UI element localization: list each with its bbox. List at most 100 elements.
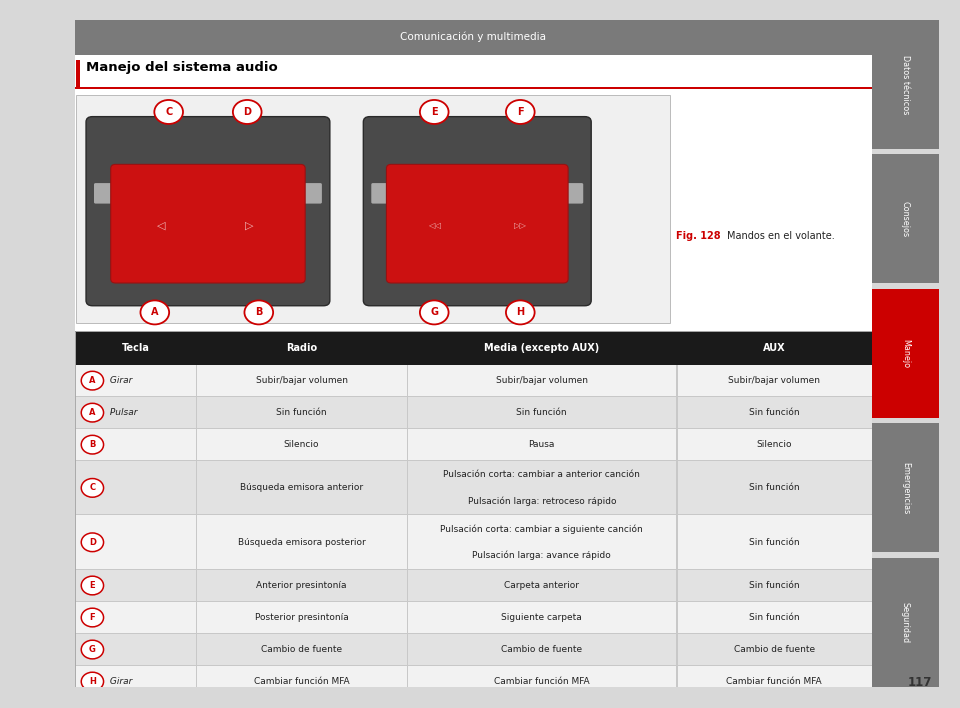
Text: Pulsar: Pulsar [107,408,137,417]
Bar [75,697,872,708]
Text: Anterior presintonía: Anterior presintonía [256,581,347,590]
Bar [872,558,939,687]
FancyBboxPatch shape [372,183,584,204]
Text: D: D [89,538,96,547]
Bar [75,461,872,515]
Text: Cambio de fuente: Cambio de fuente [501,645,583,654]
Bar [407,461,408,515]
Text: Pulsación larga: avance rápido: Pulsación larga: avance rápido [472,551,612,560]
Bar [75,428,872,461]
Text: Sin función: Sin función [749,581,800,590]
Text: G: G [430,307,438,317]
Circle shape [155,100,183,124]
Text: F: F [89,613,95,622]
Text: Cambio de fuente: Cambio de fuente [261,645,342,654]
Text: Siguiente carpeta: Siguiente carpeta [501,613,582,622]
Circle shape [82,640,104,659]
Text: Cambiar función MFA: Cambiar función MFA [494,677,589,686]
Bar [872,423,939,552]
Circle shape [82,704,104,708]
Bar [407,666,408,697]
Text: Pulsación larga: retroceso rápido: Pulsación larga: retroceso rápido [468,496,616,506]
Bar [677,365,678,396]
Circle shape [82,533,104,552]
Circle shape [420,100,448,124]
Circle shape [82,608,104,627]
Bar [75,515,872,569]
Bar [75,634,872,666]
Bar [196,602,197,634]
Bar [677,461,678,515]
Bar [196,515,197,569]
Text: Emergencias: Emergencias [900,462,910,514]
Text: C: C [89,484,95,492]
Bar [75,365,872,396]
Text: Subir/bajar volumen: Subir/bajar volumen [728,376,820,385]
Text: Radio: Radio [286,343,317,353]
Bar [677,396,678,428]
Text: Pulsación corta: cambiar a siguiente canción: Pulsación corta: cambiar a siguiente can… [441,525,643,534]
Text: Sin función: Sin función [749,538,800,547]
Circle shape [82,435,104,454]
Text: Tecla: Tecla [122,343,150,353]
Bar [196,396,197,428]
Bar [677,697,678,708]
Text: B: B [89,440,96,449]
Text: 117: 117 [908,677,932,690]
Bar [677,428,678,461]
Text: Mandos en el volante.: Mandos en el volante. [727,232,834,241]
Text: Media (excepto AUX): Media (excepto AUX) [484,343,599,353]
Text: Fig. 128: Fig. 128 [677,232,721,241]
Text: Búsqueda emisora anterior: Búsqueda emisora anterior [240,484,363,492]
Bar [196,569,197,602]
Bar [677,569,678,602]
Bar [75,632,872,634]
FancyBboxPatch shape [387,164,568,283]
Circle shape [82,672,104,691]
Text: Silencio: Silencio [756,440,792,449]
Bar [196,461,197,515]
Text: Cambiar función MFA: Cambiar función MFA [727,677,822,686]
Bar [75,20,872,55]
Bar [75,459,872,461]
Bar [75,396,872,428]
FancyBboxPatch shape [363,117,591,306]
Text: C: C [165,107,172,117]
Text: F: F [517,107,523,117]
Text: Pulsación corta: cambiar a anterior canción: Pulsación corta: cambiar a anterior canc… [444,470,640,479]
Bar [75,331,872,365]
Text: AUX: AUX [763,343,785,353]
Bar [872,20,939,149]
Bar [407,602,408,634]
Text: Cambio de fuente: Cambio de fuente [733,645,815,654]
Text: Sin función: Sin función [516,408,567,417]
Bar [677,666,678,697]
Circle shape [506,100,535,124]
Bar [75,514,872,515]
Bar [677,515,678,569]
Bar [75,666,872,697]
FancyBboxPatch shape [86,117,330,306]
Bar [196,666,197,697]
Circle shape [82,371,104,390]
Text: ▷▷: ▷▷ [514,221,527,230]
Bar [75,602,872,634]
Bar [407,697,408,708]
Text: B: B [255,307,262,317]
Bar [196,365,197,396]
Circle shape [420,300,448,324]
Bar [196,634,197,666]
Text: A: A [89,376,96,385]
Circle shape [506,300,535,324]
Text: Pausa: Pausa [529,440,555,449]
Text: Consejos: Consejos [900,201,910,237]
Bar [196,428,197,461]
Text: Girar: Girar [107,376,132,385]
Text: Subir/bajar volumen: Subir/bajar volumen [495,376,588,385]
Text: H: H [516,307,524,317]
Bar [407,428,408,461]
Bar [677,602,678,634]
Bar [872,289,939,418]
Circle shape [233,100,261,124]
Bar [75,87,872,89]
